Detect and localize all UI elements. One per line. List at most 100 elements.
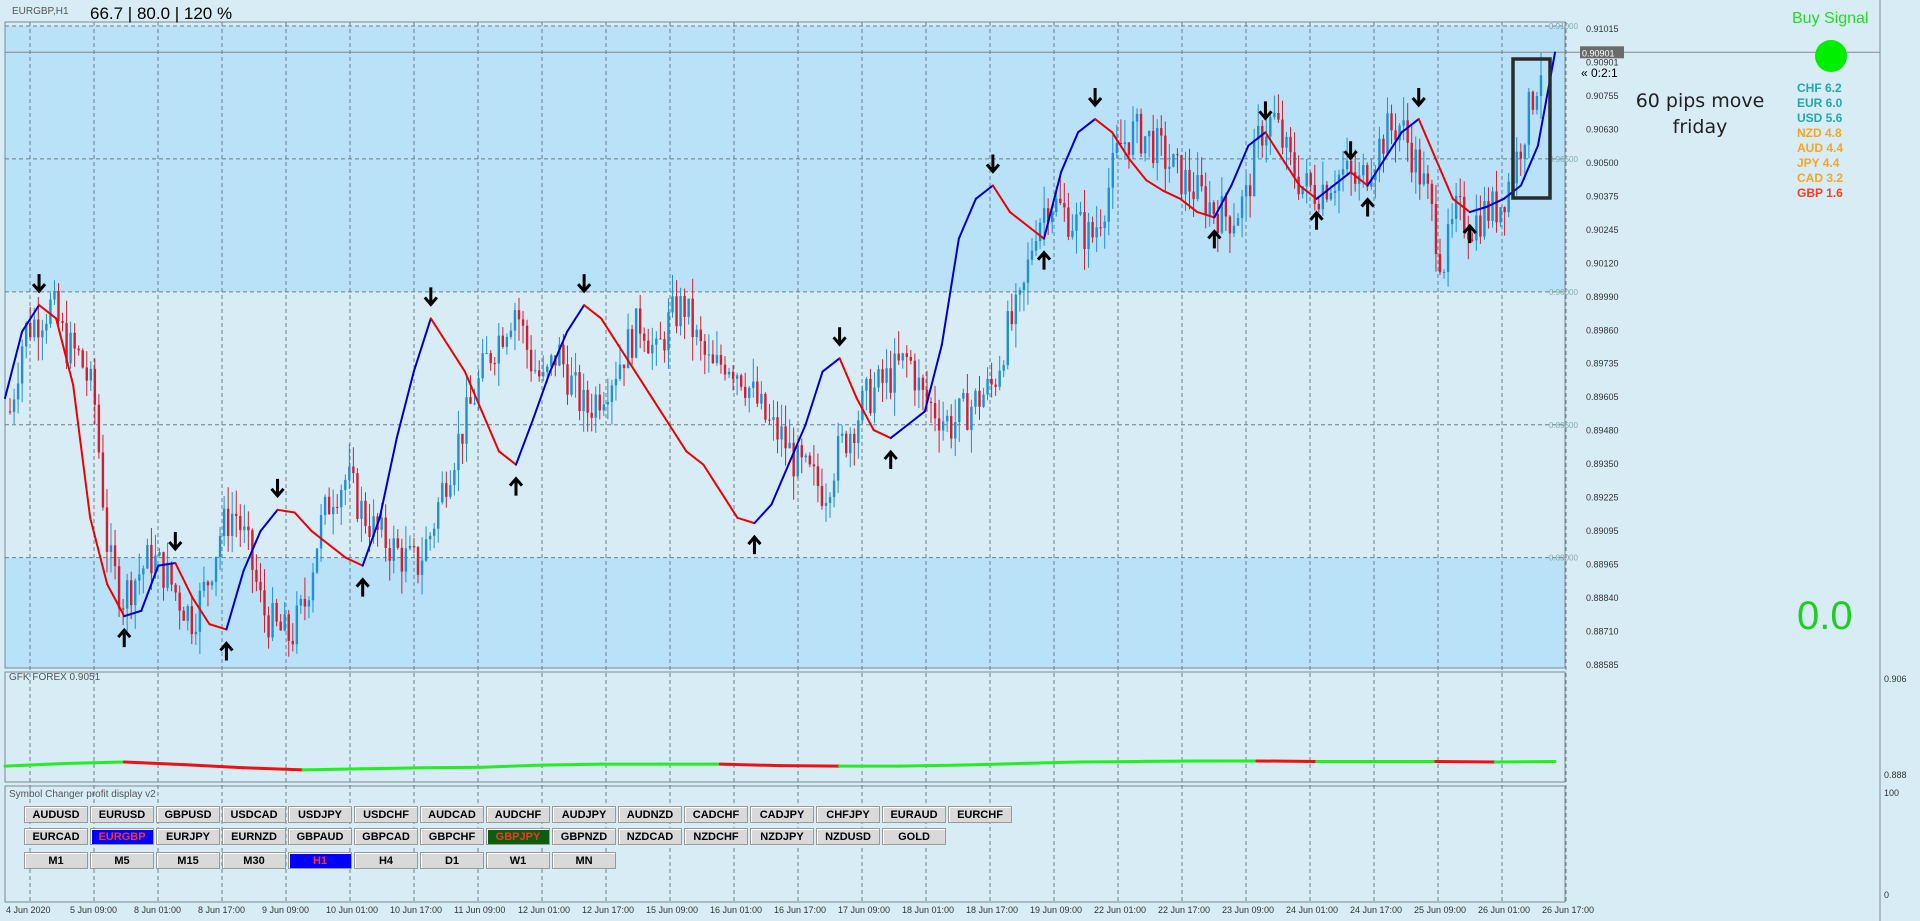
candle-body [857,420,860,443]
symbol-button-eurjpy[interactable]: EURJPY [156,828,220,845]
candle-body [162,552,165,588]
symbol-button-nzdusd[interactable]: NZDUSD [816,828,880,845]
candle-body [913,360,917,391]
candle-body [1349,160,1353,173]
candle-body [897,353,900,361]
arrow-up-icon [747,534,762,555]
ma-segment [1315,184,1335,200]
candle-body [1406,120,1409,143]
ma-segment [821,357,841,373]
candle-body [970,406,973,430]
candle-body [408,545,412,549]
symbol-button-nzdcad[interactable]: NZDCAD [618,828,682,845]
time-tick-label: 17 Jun 09:00 [838,905,890,915]
candle-body [331,506,335,515]
symbol-button-d1[interactable]: D1 [420,852,484,869]
symbol-button-h4[interactable]: H4 [354,852,418,869]
candle-body [917,377,921,391]
symbol-button-m5[interactable]: M5 [90,852,154,869]
symbol-button-m15[interactable]: M15 [156,852,220,869]
symbol-button-audusd[interactable]: AUDUSD [24,806,88,823]
candle-body [1216,213,1220,233]
symbol-button-audnzd[interactable]: AUDNZD [618,806,682,823]
symbol-button-audchf[interactable]: AUDCHF [486,806,550,823]
symbol-button-chfjpy[interactable]: CHFJPY [816,806,880,823]
candle-body [1059,198,1062,203]
candle-body [105,507,109,552]
symbol-button-mn[interactable]: MN [552,852,616,869]
candle-body [1309,173,1312,185]
candle-body [166,562,169,588]
symbol-button-nzdchf[interactable]: NZDCHF [684,828,748,845]
candle-body [885,368,888,383]
candle-body [61,321,64,323]
candle-body [457,433,460,471]
candle-body [1390,113,1393,131]
currency-strength-gbp: GBP 1.6 [1797,186,1843,200]
symbol-button-nzdjpy[interactable]: NZDJPY [750,828,814,845]
candle-body [1079,212,1082,215]
symbol-button-gbpaud[interactable]: GBPAUD [288,828,352,845]
symbol-button-usdcad[interactable]: USDCAD [222,806,286,823]
candle-body [606,401,610,405]
symbol-button-w1[interactable]: W1 [486,852,550,869]
symbol-button-gbpnzd[interactable]: GBPNZD [552,828,616,845]
symbol-button-cadjpy[interactable]: CADJPY [750,806,814,823]
candle-body [634,308,638,358]
price-tick-label: 0.88965 [1586,560,1619,570]
symbol-changer-panel: AUDUSD EURUSD GBPUSD USDCAD USDJPY USDCHF AUDC… [0,784,1880,902]
currency-strength-usd: USD 5.6 [1797,111,1843,125]
ma-segment [532,370,552,421]
signal-dot [1815,40,1847,72]
candle-body [1022,282,1026,291]
candle-body [428,535,432,540]
ma-segment [1349,171,1369,187]
symbol-button-eurnzd[interactable]: EURNZD [222,828,286,845]
candle-body [1426,173,1430,184]
symbol-button-m1[interactable]: M1 [24,852,88,869]
symbol-button-gbpcad[interactable]: GBPCAD [354,828,418,845]
candle-body [566,364,569,395]
symbol-button-m30[interactable]: M30 [222,852,286,869]
symbol-button-eurgbp[interactable]: EURGBP [90,828,154,845]
candle-body [752,381,755,388]
candle-body [1071,230,1074,237]
candle-body [727,371,731,375]
symbol-button-gold[interactable]: GOLD [882,828,946,845]
candle-body [663,339,666,351]
candle-body [1378,138,1381,171]
arrow-down-icon [31,274,47,294]
symbol-button-gbpusd[interactable]: GBPUSD [156,806,220,823]
ma-segment [225,569,245,631]
candle-body [1277,112,1280,120]
candle-body [327,496,331,515]
candle-body [703,341,707,355]
candle-body [178,592,181,611]
symbol-button-usdjpy[interactable]: USDJPY [288,806,352,823]
level-label: 0.89500 [1549,421,1578,430]
symbol-button-gbpjpy[interactable]: GBPJPY [486,828,550,845]
currency-strength-chf: CHF 6.2 [1797,81,1842,95]
symbol-button-eurchf[interactable]: EURCHF [948,806,1012,823]
symbol-button-eurcad[interactable]: EURCAD [24,828,88,845]
symbol-button-gbpchf[interactable]: GBPCHF [420,828,484,845]
symbol-button-h1[interactable]: H1 [288,852,352,869]
candle-body [1067,207,1070,237]
symbol-button-audcad[interactable]: AUDCAD [420,806,484,823]
time-tick-label: 4 Jun 2020 [6,905,51,915]
symbol-button-euraud[interactable]: EURAUD [882,806,946,823]
candle-body [945,415,949,422]
candle-body [772,417,775,420]
arrow-up-icon [219,641,234,661]
candle-body [170,562,173,585]
symbol-button-usdchf[interactable]: USDCHF [354,806,418,823]
symbol-button-eurusd[interactable]: EURUSD [90,806,154,823]
candle-body [602,404,606,411]
candle-body [1475,215,1478,241]
indicator-segment [182,763,245,770]
ma-segment [906,410,926,426]
symbol-button-audjpy[interactable]: AUDJPY [552,806,616,823]
symbol-button-cadchf[interactable]: CADCHF [684,806,748,823]
candle-body [695,329,698,338]
